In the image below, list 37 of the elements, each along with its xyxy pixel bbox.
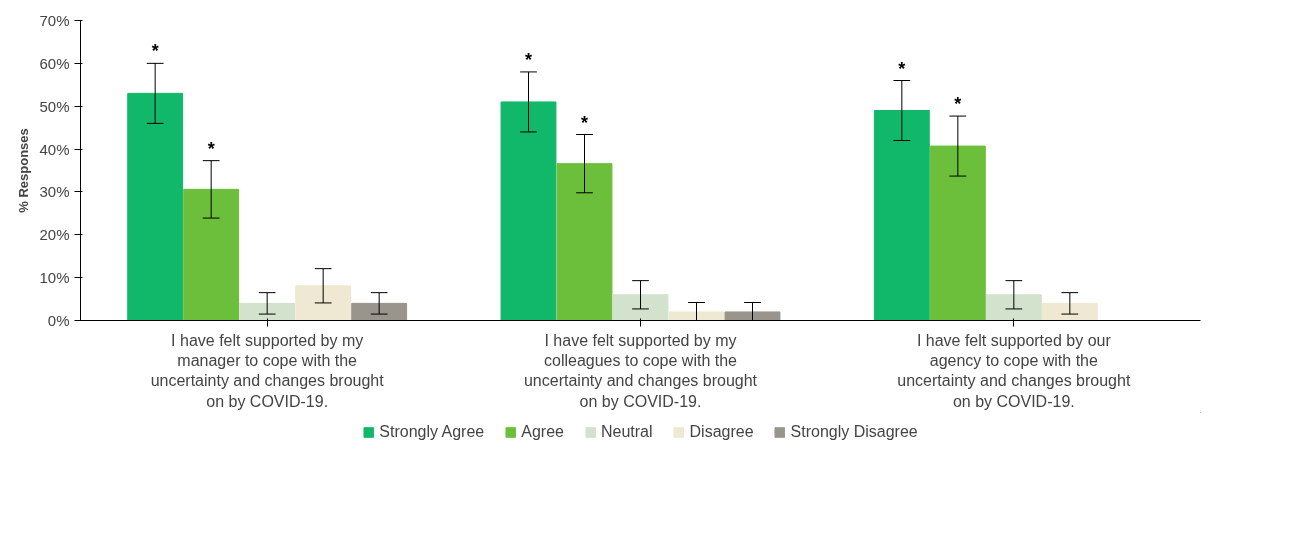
y-tick-label: 20% [39, 226, 70, 244]
bar [1041, 302, 1098, 321]
legend-label: Neutral [600, 423, 653, 441]
y-tick-label: 60% [39, 54, 70, 72]
bar [724, 311, 781, 321]
bar [295, 285, 352, 321]
annotation: * [207, 138, 215, 159]
y-tick-label: 50% [39, 97, 70, 115]
y-tick-label: 70% [39, 12, 70, 29]
bar [127, 92, 184, 321]
legend-label: Disagree [689, 423, 754, 441]
bar [668, 311, 725, 321]
legend-label: Strongly Agree [379, 423, 485, 441]
legend-label: Strongly Disagree [790, 423, 918, 441]
bar [929, 145, 986, 321]
bar [183, 188, 240, 321]
bar [239, 302, 296, 321]
x-tick-label: I have felt supported by our agency to cope with the uncertainty and changes brought on by COVID-19. [897, 331, 1131, 410]
y-tick-label: 10% [39, 269, 70, 287]
annotation: * [581, 112, 589, 133]
bar [612, 294, 669, 321]
bar [500, 101, 557, 321]
y-axis-title: % Responses [16, 128, 32, 213]
x-tick-label: I have felt supported by my manager to cope with the uncertainty and changes brought on by COVID-19. [150, 331, 385, 410]
y-tick-label: 0% [47, 312, 70, 329]
y-tick-label: 30% [39, 183, 70, 201]
annotation: * [525, 49, 533, 70]
bar [873, 110, 930, 321]
annotation: * [954, 94, 962, 115]
y-tick-label: 40% [39, 140, 70, 158]
x-tick-label: I have felt supported by my colleagues to cope with the uncertainty and changes brought on by COVID-19. [523, 331, 758, 410]
bar [556, 163, 613, 321]
annotation: * [151, 41, 159, 62]
annotation: * [898, 58, 906, 79]
bar [351, 302, 408, 321]
legend-label: Agree [521, 423, 564, 441]
bar [985, 294, 1042, 321]
